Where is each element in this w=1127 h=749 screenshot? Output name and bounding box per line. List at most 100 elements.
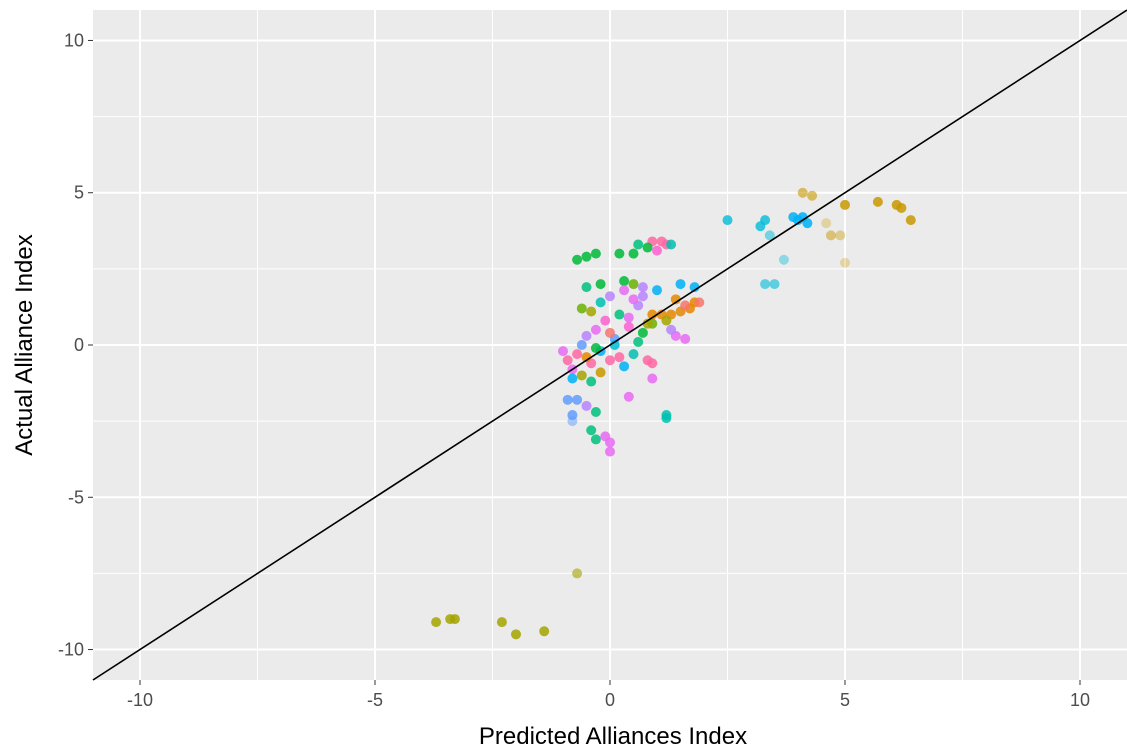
y-axis-title: Actual Alliance Index xyxy=(11,234,38,455)
x-tick-label: 5 xyxy=(840,690,850,710)
data-point xyxy=(619,276,630,287)
data-point xyxy=(449,614,460,625)
data-point xyxy=(666,239,677,250)
data-point xyxy=(642,318,653,329)
data-point xyxy=(628,248,639,259)
data-point xyxy=(670,294,681,305)
data-point xyxy=(576,370,587,381)
data-point xyxy=(576,340,587,350)
x-tick-label: -10 xyxy=(127,690,153,710)
reference-line-layer xyxy=(92,9,1127,681)
y-axis-ticks: -10 -5 0 5 10 xyxy=(58,30,93,660)
data-point xyxy=(619,285,630,296)
data-point xyxy=(581,251,592,262)
data-point xyxy=(581,352,592,363)
data-point xyxy=(496,617,507,628)
data-point xyxy=(652,245,662,256)
data-point xyxy=(633,336,644,347)
data-point xyxy=(835,230,846,241)
data-point xyxy=(647,358,658,369)
data-point xyxy=(511,629,521,640)
data-point xyxy=(614,248,625,259)
data-point xyxy=(675,279,686,290)
data-point xyxy=(431,617,442,628)
y-tick-label: 10 xyxy=(64,30,84,50)
data-point xyxy=(572,568,583,579)
data-point xyxy=(562,355,573,366)
y-tick-label: -5 xyxy=(68,487,84,507)
data-point xyxy=(595,367,606,378)
reference-line xyxy=(92,9,1127,681)
data-point xyxy=(590,248,601,259)
data-point xyxy=(558,346,568,357)
data-point xyxy=(680,333,691,344)
data-point xyxy=(689,282,700,293)
data-point xyxy=(605,355,615,366)
data-point xyxy=(586,425,597,436)
data-point xyxy=(642,242,653,253)
data-point xyxy=(590,434,601,445)
data-point xyxy=(590,343,601,354)
data-point xyxy=(694,297,705,308)
data-point xyxy=(590,324,601,335)
data-point xyxy=(600,315,611,326)
data-point xyxy=(567,373,578,384)
data-point xyxy=(614,309,625,320)
data-point xyxy=(628,349,639,360)
data-point xyxy=(562,394,573,405)
data-point xyxy=(581,400,592,411)
x-axis-title: Predicted Alliances Index xyxy=(479,723,747,749)
data-point xyxy=(647,309,658,320)
data-point xyxy=(623,321,634,332)
data-point xyxy=(666,324,677,335)
data-point xyxy=(778,254,789,265)
data-point xyxy=(661,410,672,421)
data-point xyxy=(802,218,813,229)
data-point xyxy=(581,282,592,293)
data-point xyxy=(807,190,818,201)
data-point xyxy=(797,187,808,198)
data-point xyxy=(623,391,634,402)
data-points xyxy=(431,187,916,640)
data-point xyxy=(614,352,625,363)
data-point xyxy=(821,218,832,229)
data-point xyxy=(586,306,597,317)
data-point xyxy=(605,437,615,448)
data-point xyxy=(572,394,583,405)
data-point xyxy=(637,291,648,302)
data-point xyxy=(764,230,775,241)
data-point xyxy=(872,196,883,207)
data-point xyxy=(769,279,780,290)
data-point xyxy=(595,297,606,308)
y-tick-label: 0 xyxy=(74,335,84,355)
x-tick-label: 0 xyxy=(605,690,615,710)
data-point xyxy=(680,300,691,311)
data-point xyxy=(661,315,672,326)
data-point xyxy=(623,312,634,323)
data-point xyxy=(567,416,578,427)
data-point xyxy=(572,349,583,360)
data-point xyxy=(793,215,803,226)
data-point xyxy=(825,230,836,241)
data-point xyxy=(760,215,771,226)
data-point xyxy=(539,626,550,637)
data-point xyxy=(647,373,658,384)
data-point xyxy=(605,291,615,302)
x-axis-ticks: -10 -5 0 5 10 xyxy=(127,680,1090,710)
data-point xyxy=(619,361,630,372)
data-point xyxy=(637,327,648,338)
data-point xyxy=(605,327,615,338)
data-point xyxy=(628,294,639,305)
data-point xyxy=(576,303,587,314)
data-point xyxy=(896,202,907,213)
data-point xyxy=(590,407,601,417)
data-point xyxy=(760,279,771,290)
y-tick-label: -10 xyxy=(58,640,84,660)
data-point xyxy=(609,340,620,350)
data-point xyxy=(605,446,615,457)
data-point xyxy=(840,199,850,210)
data-point xyxy=(652,285,662,296)
data-point xyxy=(637,282,648,293)
data-point xyxy=(840,257,850,268)
data-point xyxy=(628,279,639,290)
